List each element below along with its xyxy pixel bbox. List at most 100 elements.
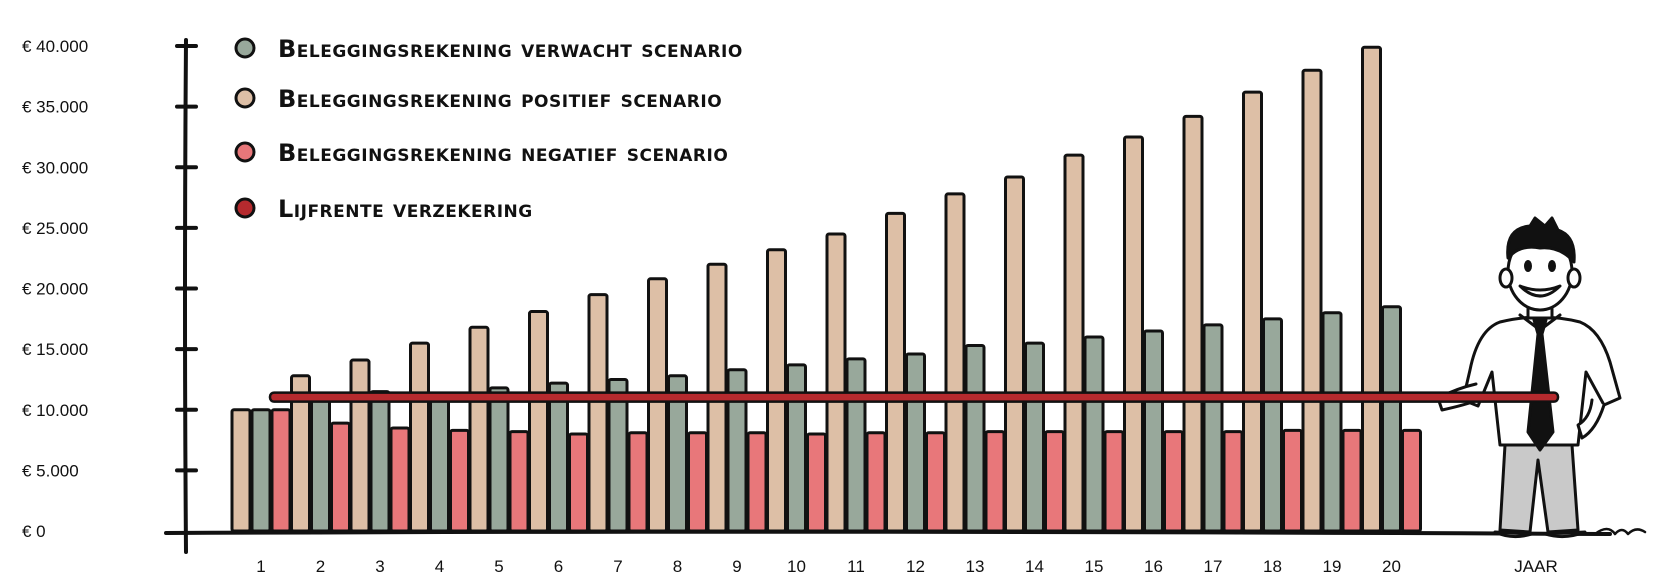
legend-item: Beleggingsrekening positief scenario xyxy=(234,85,722,113)
bar-beleggingsrekening-verwacht-scenario-6 xyxy=(548,381,569,533)
bar-beleggingsrekening-verwacht-scenario-14 xyxy=(1024,341,1045,533)
bar-beleggingsrekening-negatief-scenario-3 xyxy=(389,426,411,533)
x-tick-label: 1 xyxy=(256,557,265,576)
bar-beleggingsrekening-positief-scenario-1 xyxy=(230,408,252,533)
bar-beleggingsrekening-verwacht-scenario-3 xyxy=(369,390,391,533)
x-tick-label: 4 xyxy=(435,557,444,576)
bar-beleggingsrekening-positief-scenario-8 xyxy=(647,277,668,533)
y-axis-labels: € 0 € 5.000 € 10.000 € 15.000 € 20.000 € 25.0… xyxy=(22,37,88,541)
x-tick-label: 2 xyxy=(316,557,325,576)
bar-beleggingsrekening-negatief-scenario-19 xyxy=(1341,428,1363,533)
bar-beleggingsrekening-verwacht-scenario-10 xyxy=(786,363,807,533)
bar-beleggingsrekening-negatief-scenario-18 xyxy=(1282,428,1303,533)
bar-beleggingsrekening-negatief-scenario-8 xyxy=(687,431,708,533)
bar-beleggingsrekening-positief-scenario-6 xyxy=(528,310,549,533)
y-tick-label: € 30.000 xyxy=(22,158,88,177)
legend: Beleggingsrekening verwacht scenario Bele… xyxy=(234,35,743,223)
x-tick-label: 17 xyxy=(1204,557,1223,576)
x-tick-label: 19 xyxy=(1323,557,1342,576)
bar-beleggingsrekening-verwacht-scenario-11 xyxy=(845,357,867,533)
bar-beleggingsrekening-negatief-scenario-10 xyxy=(806,432,827,533)
x-tick-label: 8 xyxy=(673,557,682,576)
bar-beleggingsrekening-positief-scenario-19 xyxy=(1301,68,1323,533)
bar-beleggingsrekening-negatief-scenario-11 xyxy=(865,431,887,533)
bar-beleggingsrekening-positief-scenario-12 xyxy=(885,211,906,533)
bar-beleggingsrekening-negatief-scenario-2 xyxy=(330,421,351,533)
x-tick-label: 14 xyxy=(1025,557,1044,576)
bar-beleggingsrekening-verwacht-scenario-4 xyxy=(429,392,450,533)
x-tick-label: 12 xyxy=(906,557,925,576)
bar-beleggingsrekening-negatief-scenario-16 xyxy=(1163,430,1184,533)
bar-beleggingsrekening-positief-scenario-15 xyxy=(1063,153,1085,533)
bar-beleggingsrekening-negatief-scenario-5 xyxy=(508,430,530,533)
y-tick-label: € 40.000 xyxy=(22,37,88,56)
bar-beleggingsrekening-positief-scenario-18 xyxy=(1242,90,1263,533)
bar-beleggingsrekening-verwacht-scenario-19 xyxy=(1321,311,1343,533)
legend-label: Beleggingsrekening negatief scenario xyxy=(278,139,728,167)
x-axis-title: JAAR xyxy=(1514,557,1557,576)
bar-beleggingsrekening-negatief-scenario-4 xyxy=(449,428,470,533)
legend-item: Beleggingsrekening verwacht scenario xyxy=(234,35,743,63)
y-axis-line xyxy=(183,38,188,554)
legend-label: Beleggingsrekening verwacht scenario xyxy=(278,35,743,63)
legend-item: Beleggingsrekening negatief scenario xyxy=(234,139,728,167)
bar-beleggingsrekening-positief-scenario-3 xyxy=(349,358,371,533)
bar-beleggingsrekening-positief-scenario-14 xyxy=(1004,175,1025,533)
bar-beleggingsrekening-verwacht-scenario-13 xyxy=(964,343,986,533)
bar-beleggingsrekening-positief-scenario-16 xyxy=(1123,135,1144,533)
y-tick-label: € 35.000 xyxy=(22,98,88,117)
bar-beleggingsrekening-negatief-scenario-14 xyxy=(1044,430,1065,533)
bar-beleggingsrekening-negatief-scenario-7 xyxy=(627,431,649,533)
legend-marker xyxy=(234,141,256,163)
x-tick-label: 10 xyxy=(787,557,806,576)
bar-beleggingsrekening-negatief-scenario-9 xyxy=(746,431,768,533)
y-tick-label: € 0 xyxy=(22,522,46,541)
legend-marker xyxy=(234,87,256,109)
bar-beleggingsrekening-verwacht-scenario-18 xyxy=(1262,317,1283,533)
x-axis-line xyxy=(164,529,1612,536)
bar-beleggingsrekening-verwacht-scenario-12 xyxy=(905,352,926,533)
legend-label: Beleggingsrekening positief scenario xyxy=(278,85,722,113)
bar-beleggingsrekening-negatief-scenario-1 xyxy=(270,408,292,533)
bar-beleggingsrekening-negatief-scenario-6 xyxy=(568,432,589,533)
bar-beleggingsrekening-verwacht-scenario-5 xyxy=(488,386,510,533)
bar-beleggingsrekening-negatief-scenario-12 xyxy=(925,431,946,533)
x-axis-labels: 1 2 3 4 5 6 7 8 9 10 11 12 13 14 15 16 17 18 19 20 xyxy=(256,557,1401,576)
bar-beleggingsrekening-verwacht-scenario-20 xyxy=(1381,305,1402,533)
bar-beleggingsrekening-positief-scenario-20 xyxy=(1361,45,1382,533)
x-tick-label: 3 xyxy=(375,557,384,576)
smiling-man-presenting-icon xyxy=(1436,216,1647,539)
bar-beleggingsrekening-positief-scenario-17 xyxy=(1182,114,1204,533)
y-tick-label: € 15.000 xyxy=(22,340,88,359)
axes xyxy=(164,38,1612,554)
bar-beleggingsrekening-positief-scenario-11 xyxy=(825,232,847,533)
legend-marker xyxy=(234,37,256,59)
x-tick-label: 15 xyxy=(1085,557,1104,576)
x-tick-label: 11 xyxy=(847,557,865,576)
legend-item: Lijfrente verzekering xyxy=(234,195,533,223)
lijfrente-line-layer xyxy=(268,391,1560,403)
bar-beleggingsrekening-positief-scenario-7 xyxy=(587,293,609,533)
bar-beleggingsrekening-positief-scenario-4 xyxy=(409,341,430,533)
bar-beleggingsrekening-negatief-scenario-20 xyxy=(1401,428,1422,533)
bar-beleggingsrekening-negatief-scenario-17 xyxy=(1222,430,1244,533)
bar-beleggingsrekening-verwacht-scenario-1 xyxy=(250,408,272,533)
x-tick-label: 13 xyxy=(966,557,985,576)
legend-marker xyxy=(234,197,256,219)
x-tick-label: 16 xyxy=(1144,557,1163,576)
x-tick-label: 7 xyxy=(613,557,622,576)
y-tick-label: € 5.000 xyxy=(22,461,79,480)
x-tick-label: 5 xyxy=(494,557,503,576)
bars-layer xyxy=(230,45,1422,533)
x-tick-label: 9 xyxy=(732,557,741,576)
bar-beleggingsrekening-verwacht-scenario-16 xyxy=(1143,329,1164,533)
y-tick-label: € 25.000 xyxy=(22,219,88,238)
bar-beleggingsrekening-verwacht-scenario-15 xyxy=(1083,335,1105,533)
bar-beleggingsrekening-negatief-scenario-15 xyxy=(1103,430,1125,533)
x-tick-label: 6 xyxy=(554,557,563,576)
legend-label: Lijfrente verzekering xyxy=(278,195,533,223)
x-tick-label: 18 xyxy=(1263,557,1282,576)
x-tick-label: 20 xyxy=(1382,557,1401,576)
bar-beleggingsrekening-negatief-scenario-13 xyxy=(984,430,1006,533)
lijfrente-verzekering-line xyxy=(268,391,1560,403)
